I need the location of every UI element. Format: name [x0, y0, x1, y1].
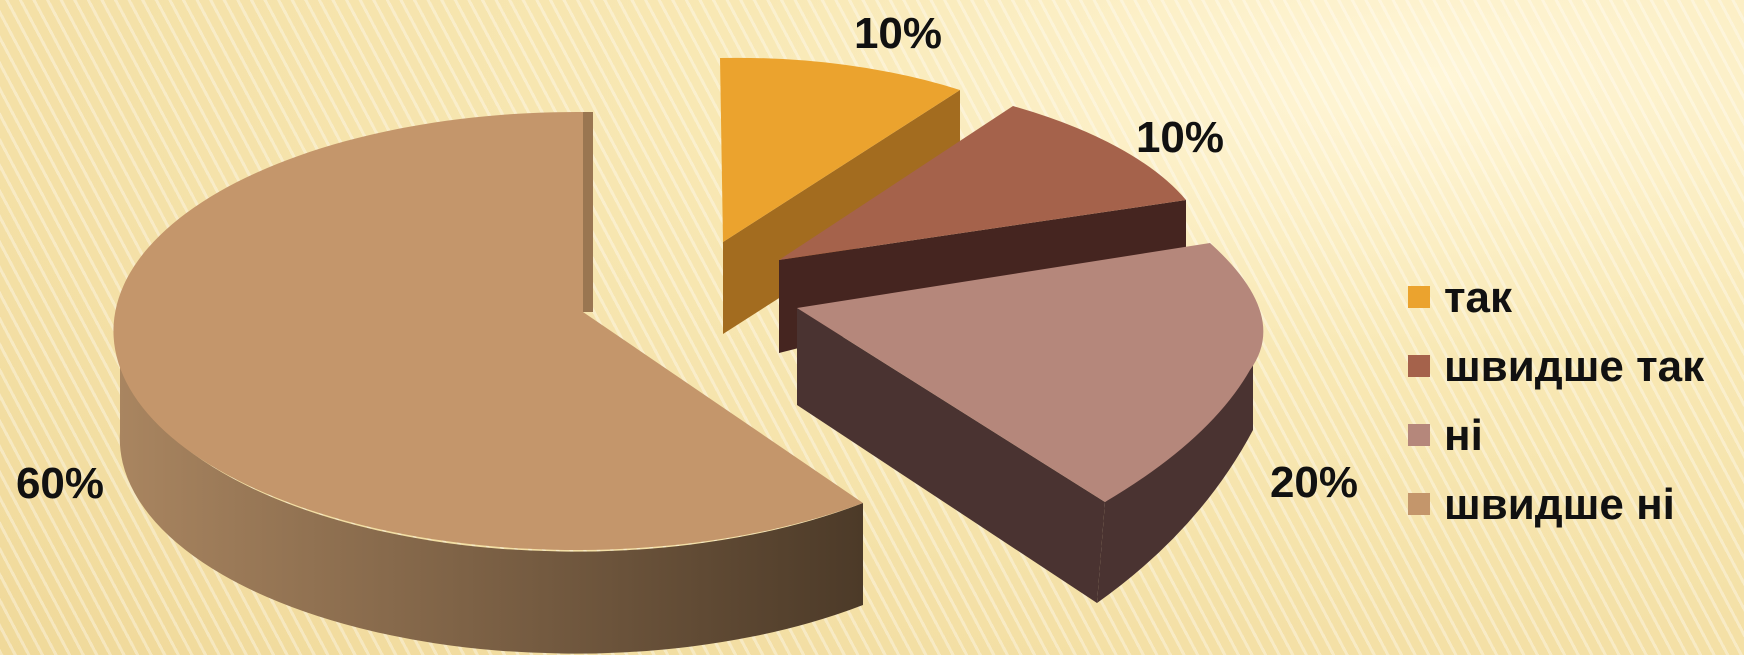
legend-item-shvydshe-tak: швидше так — [1408, 342, 1705, 391]
legend: так швидше так ні швидше ні — [1408, 273, 1705, 529]
legend-label-tak: так — [1444, 273, 1513, 322]
legend-item-ni: ні — [1408, 411, 1483, 460]
legend-label-shvydshe-tak: швидше так — [1444, 342, 1705, 391]
pie-slice-tak-top — [720, 57, 960, 243]
pie-slice-shvydshe-ni-inner-edge — [583, 112, 593, 312]
pie-slice-shvydshe-ni-top — [113, 111, 863, 550]
pie-label-shvydshe-tak: 10% — [1136, 113, 1224, 162]
pie-slice-shvydshe-tak-top — [779, 106, 1186, 260]
legend-label-shvydshe-ni: швидше ні — [1444, 480, 1675, 529]
legend-swatch-ni — [1408, 424, 1430, 446]
legend-item-tak: так — [1408, 273, 1513, 322]
pie-label-tak: 10% — [854, 9, 942, 58]
legend-item-shvydshe-ni: швидше ні — [1408, 480, 1675, 529]
legend-swatch-shvydshe-tak — [1408, 355, 1430, 377]
legend-swatch-tak — [1408, 286, 1430, 308]
pie-label-ni: 20% — [1270, 458, 1358, 507]
legend-label-ni: ні — [1444, 411, 1483, 460]
pie-slice-ni — [797, 243, 1264, 603]
pie-slice-shvydshe-ni-side — [119, 330, 863, 654]
pie-slice-ni-top — [797, 243, 1264, 502]
pie-label-shvydshe-ni: 60% — [16, 459, 104, 508]
pie-slice-shvydshe-ni — [113, 111, 863, 654]
legend-swatch-shvydshe-ni — [1408, 493, 1430, 515]
pie-slice-ni-side — [797, 308, 1105, 603]
